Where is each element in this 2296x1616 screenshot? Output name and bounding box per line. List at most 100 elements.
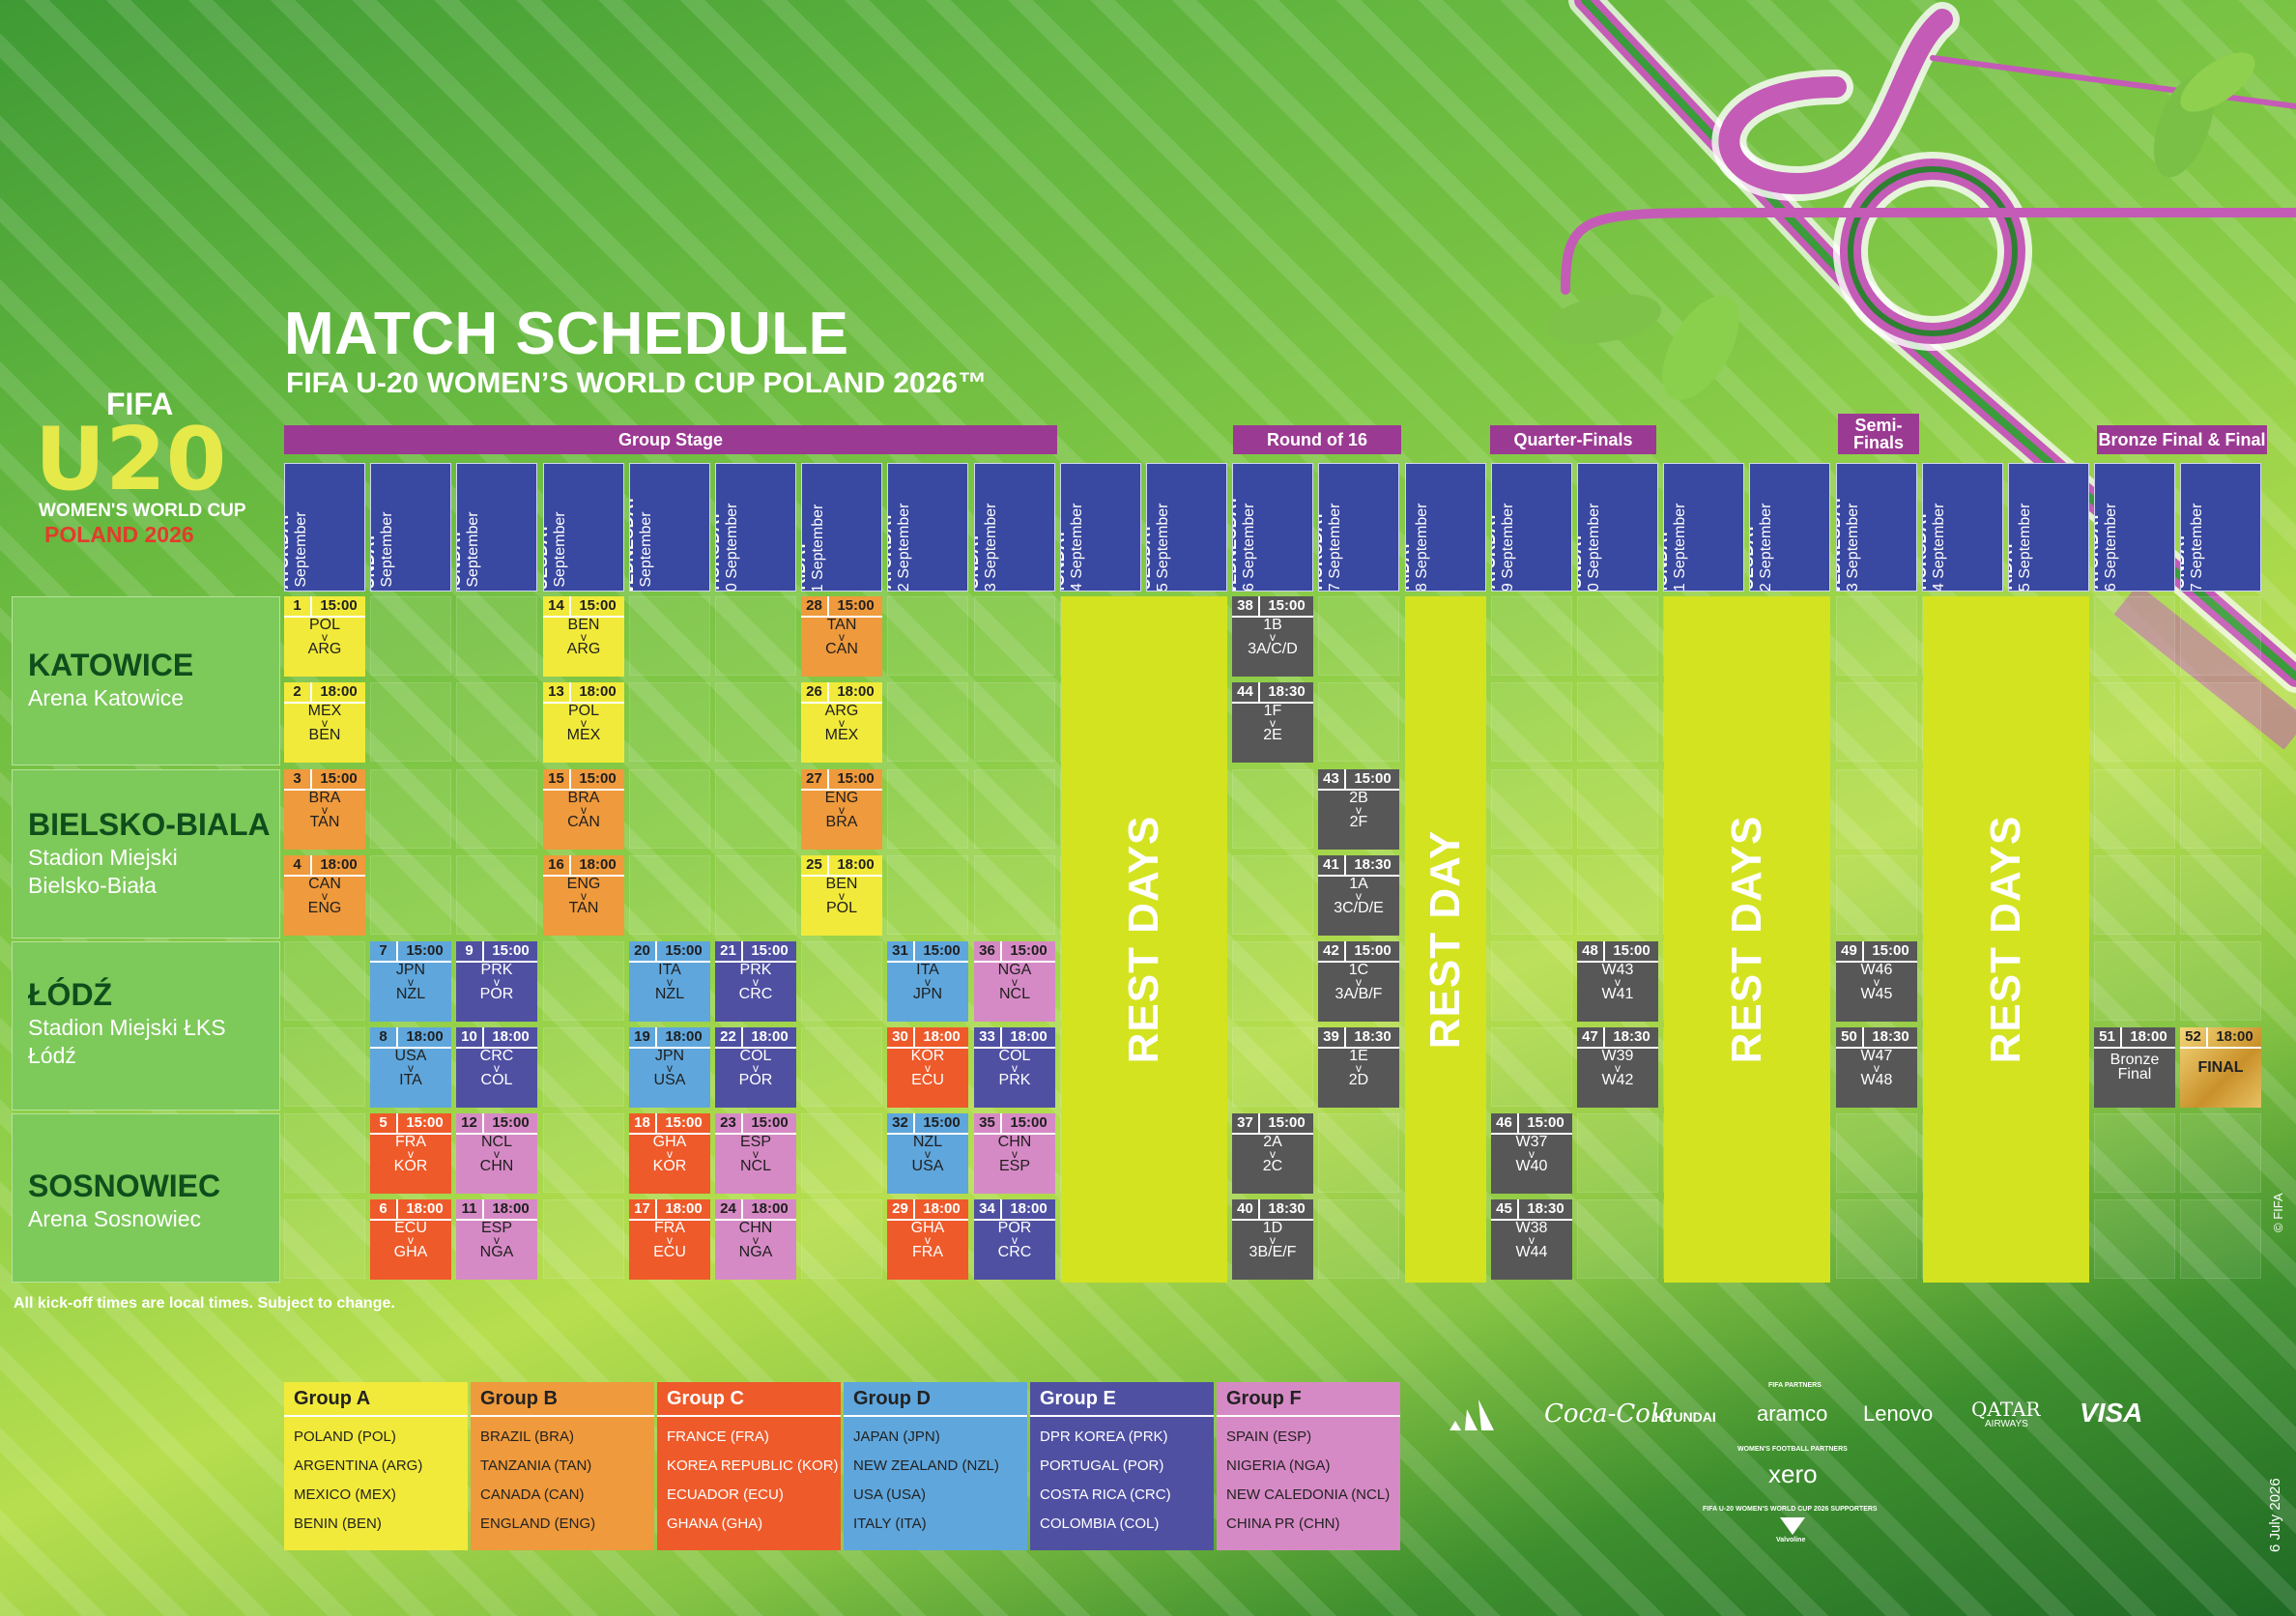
home-team: BEN	[825, 876, 858, 892]
versus-mark: v	[322, 716, 328, 730]
day-name: THURSDAY	[1922, 510, 1930, 592]
venue-katowice: KATOWICE Arena Katowice	[12, 596, 280, 765]
venue-bielsko-biala: BIELSKO-BIALA Stadion Miejski Bielsko-Bi…	[12, 769, 280, 938]
home-team: W43	[1601, 962, 1634, 978]
home-team: W39	[1601, 1048, 1634, 1064]
day-date: 26 September	[2103, 503, 2119, 592]
match-number: 44	[1232, 682, 1260, 702]
away-team: BEN	[308, 727, 341, 743]
versus-mark: v	[1529, 1147, 1535, 1161]
rest-day-18: REST DAY	[1405, 596, 1486, 1283]
group-team: KOREA REPUBLIC (KOR)	[667, 1457, 839, 1474]
empty-slot	[1232, 769, 1313, 849]
empty-slot	[456, 596, 537, 676]
empty-slot	[1836, 769, 1917, 849]
match-40: 40 18:30 1D v 3B/E/F	[1232, 1199, 1313, 1280]
match-2: 2 18:00 MEX v BEN	[284, 682, 365, 763]
match-label-2: Final	[2117, 1066, 2152, 1082]
match-number: 20	[629, 941, 657, 961]
qatar-airways-logo: AIRWAYS	[1985, 1419, 2028, 1429]
match-18: 18 15:00 GHA v KOR	[629, 1113, 710, 1194]
day-date: 16 September	[1241, 503, 1257, 592]
match-number: 24	[715, 1199, 743, 1219]
away-team: 2F	[1349, 814, 1368, 830]
kickoff-time: 18:00	[492, 1200, 530, 1217]
group-team: COSTA RICA (CRC)	[1040, 1486, 1171, 1503]
match-50: 50 18:30 W47 v W48	[1836, 1027, 1917, 1108]
match-33: 33 18:00 COL v PRK	[974, 1027, 1055, 1108]
match-41: 41 18:30 1A v 3C/D/E	[1318, 855, 1399, 936]
kickoff-time: 18:00	[923, 1200, 961, 1217]
match-9: 9 15:00 PRK v POR	[456, 941, 537, 1022]
kickoff-time: 18:00	[665, 1200, 703, 1217]
versus-mark: v	[408, 1233, 414, 1247]
away-team: W41	[1601, 986, 1634, 1002]
empty-slot	[887, 682, 968, 762]
empty-slot	[715, 855, 796, 935]
match-49: 49 15:00 W46 v W45	[1836, 941, 1917, 1022]
kickoff-time: 18:00	[923, 1028, 961, 1045]
away-team: COL	[480, 1072, 513, 1088]
empty-slot	[887, 596, 968, 676]
empty-slot	[456, 855, 537, 935]
home-team: COL	[739, 1048, 772, 1064]
group-title: Group F	[1226, 1388, 1302, 1409]
home-team: ENG	[566, 876, 601, 892]
group-team: ECUADOR (ECU)	[667, 1486, 784, 1503]
group-divider	[1030, 1415, 1214, 1417]
day-name: WEDNESDAY	[629, 495, 637, 592]
empty-slot	[284, 1027, 365, 1107]
day-name: MONDAY	[1663, 529, 1671, 592]
group-team: ENGLAND (ENG)	[480, 1515, 596, 1532]
empty-slot	[456, 682, 537, 762]
match-44: 44 18:30 1F v 2E	[1232, 682, 1313, 763]
match-47: 47 18:30 W39 v W42	[1577, 1027, 1658, 1108]
kickoff-time: 15:00	[492, 942, 530, 959]
home-team: CHN	[997, 1134, 1032, 1150]
copyright: © FIFA	[2271, 1193, 2285, 1232]
match-11: 11 18:00 ESP v NGA	[456, 1199, 537, 1280]
versus-mark: v	[1615, 1061, 1621, 1075]
home-team: FRA	[654, 1220, 685, 1236]
away-team: ARG	[566, 641, 601, 657]
away-team: 2C	[1262, 1158, 1283, 1174]
home-team: TAN	[826, 617, 857, 633]
group-box-d: Group D JAPAN (JPN) NEW ZEALAND (NZL) USA (…	[844, 1382, 1027, 1550]
day-label: TUESDAY 15 September	[1147, 503, 1172, 591]
home-team: NGA	[997, 962, 1032, 978]
day-name: SUNDAY	[1577, 532, 1585, 592]
venue-city: SOSNOWIEC	[28, 1169, 221, 1203]
away-team: W44	[1515, 1244, 1548, 1260]
womens-partners-label: WOMEN'S FOOTBALL PARTNERS	[1737, 1446, 1848, 1453]
venue-city: KATOWICE	[28, 648, 194, 682]
page-subtitle: FIFA U-20 WOMEN’S WORLD CUP POLAND 2026™	[286, 367, 988, 399]
match-27: 27 15:00 ENG v BRA	[801, 769, 882, 850]
away-team: BRA	[825, 814, 858, 830]
kickoff-time: 15:00	[923, 1114, 961, 1131]
empty-slot	[974, 682, 1055, 762]
match-number: 46	[1491, 1113, 1519, 1133]
match-number: 26	[801, 682, 829, 702]
kickoff-note: All kick-off times are local times. Subj…	[14, 1295, 395, 1312]
home-team: CAN	[308, 876, 341, 892]
versus-mark: v	[1012, 1147, 1018, 1161]
empty-slot	[543, 1027, 624, 1107]
day-name: SATURDAY	[887, 511, 895, 592]
day-label: TUESDAY 8 September	[544, 511, 569, 591]
day-name: SUNDAY	[2180, 532, 2188, 592]
empty-slot	[2180, 855, 2261, 935]
home-team: 1C	[1348, 962, 1369, 978]
venue-stadium: Stadion Miejski ŁKS Łódź	[28, 1015, 226, 1068]
empty-slot	[2180, 596, 2261, 676]
empty-slot	[284, 1199, 365, 1279]
empty-slot	[801, 941, 882, 1021]
empty-slot	[1836, 1199, 1917, 1279]
match-number: 9	[456, 941, 484, 961]
match-25: 25 18:00 BEN v POL	[801, 855, 882, 936]
away-team: NCL	[739, 1158, 771, 1174]
group-team: CANADA (CAN)	[480, 1486, 585, 1503]
away-team: 3B/E/F	[1248, 1244, 1297, 1260]
empty-slot	[801, 1113, 882, 1193]
kickoff-time: 18:30	[1354, 856, 1392, 873]
match-4: 4 18:00 CAN v ENG	[284, 855, 365, 936]
